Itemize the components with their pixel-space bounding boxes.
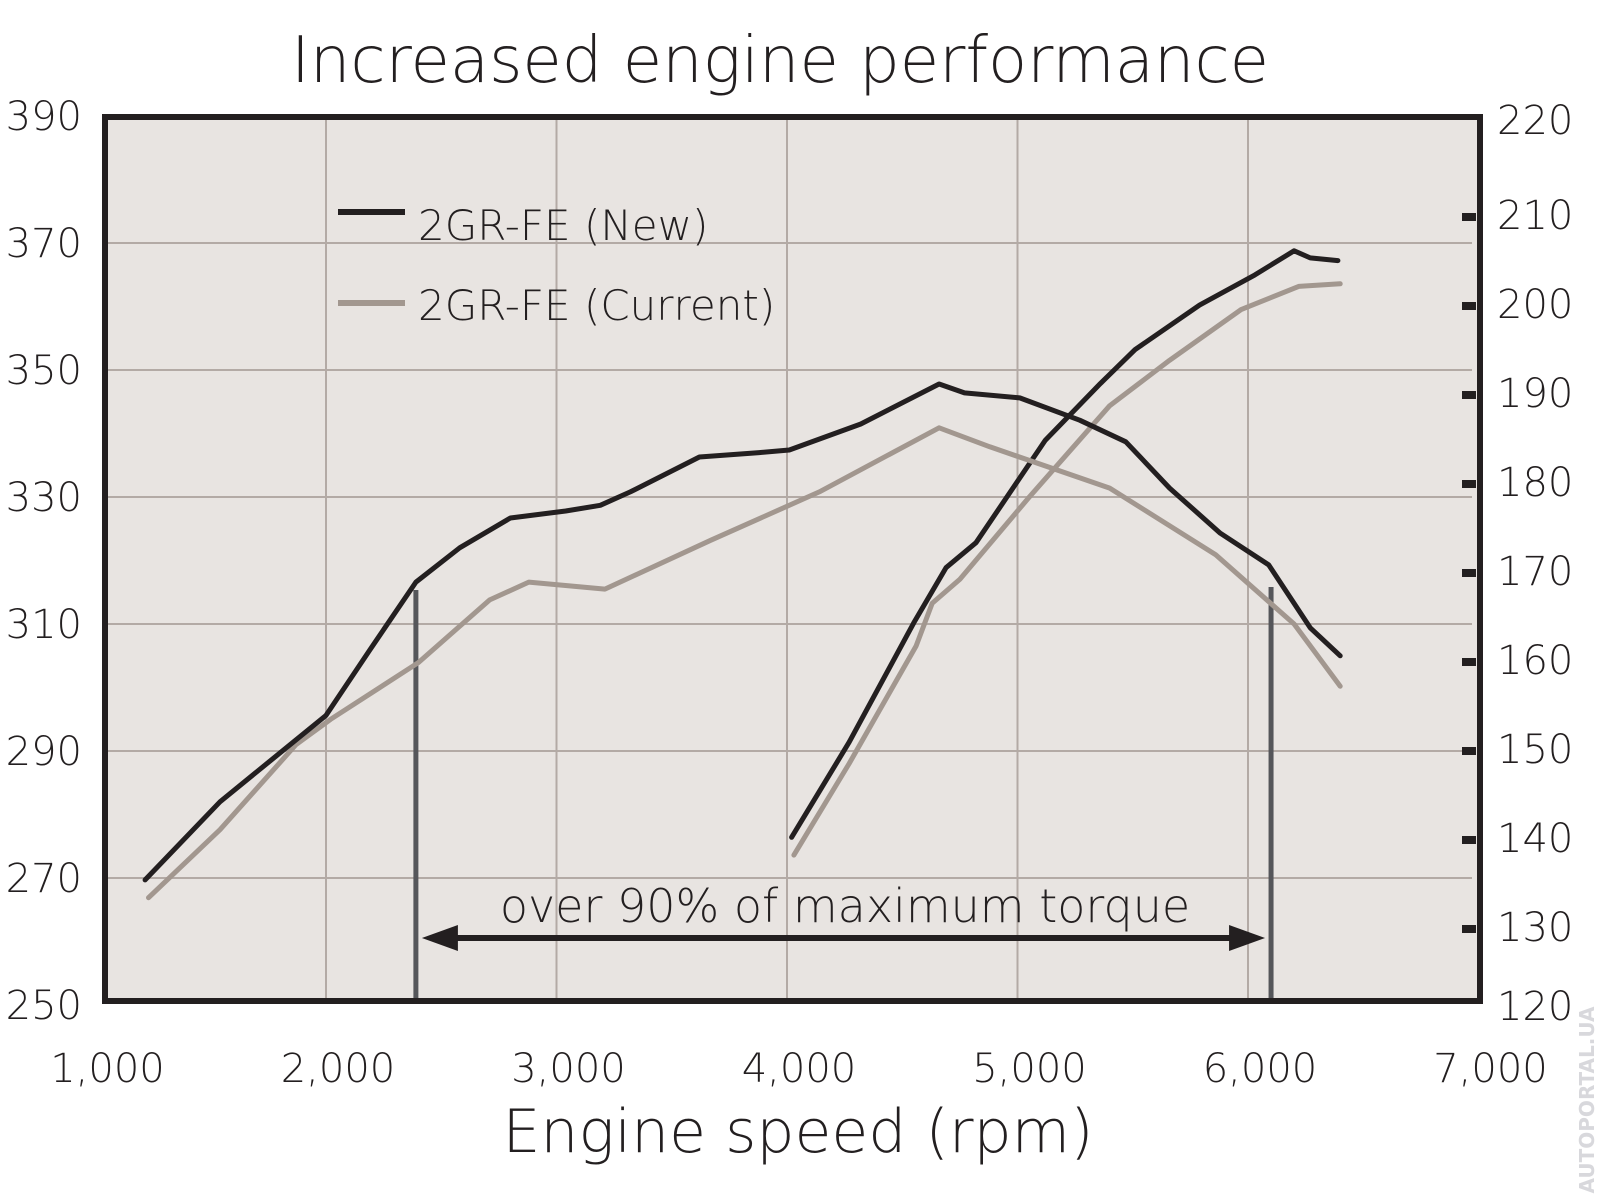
right-y-tick-label: 130	[1497, 905, 1573, 951]
x-tick-label: 3,000	[511, 1046, 626, 1092]
series-power-current	[791, 281, 1343, 858]
x-axis-label: Engine speed (rpm)	[503, 1097, 1094, 1167]
legend: 2GR-FE (New) 2GR-FE (Current)	[338, 201, 775, 330]
plot-background	[105, 117, 1480, 1001]
right-y-tick-label: 190	[1497, 371, 1573, 417]
y-tick-label: 250	[6, 983, 82, 1029]
grid	[105, 117, 1472, 1001]
legend-label-current: 2GR-FE (Current)	[418, 281, 775, 330]
range-arrow-head-right	[1229, 925, 1266, 951]
x-tick-label: 1,000	[50, 1046, 165, 1092]
right-y-tick-label: 170	[1497, 549, 1573, 595]
right-y-tick-label: 150	[1497, 727, 1573, 773]
right-tick-mark	[1462, 747, 1476, 755]
right-axis-ticks	[1462, 213, 1476, 933]
range-arrow-head-left	[421, 925, 458, 951]
y-tick-label: 310	[6, 602, 82, 648]
right-y-tick-label: 210	[1497, 193, 1573, 239]
right-tick-mark	[1462, 658, 1476, 666]
y-tick-label: 350	[6, 348, 82, 394]
watermark: AUTOPORTAL.UA	[1575, 1006, 1599, 1193]
x-tick-label: 7,000	[1433, 1046, 1548, 1092]
right-tick-mark	[1462, 925, 1476, 933]
series-power-new	[789, 248, 1341, 840]
x-tick-label: 2,000	[281, 1046, 396, 1092]
right-y-tick-label: 180	[1497, 460, 1573, 506]
right-tick-mark	[1462, 302, 1476, 310]
y-tick-label: 270	[6, 856, 82, 902]
right-y-tick-label: 140	[1497, 816, 1573, 862]
right-y-tick-label: 120	[1497, 984, 1573, 1030]
series-lines	[142, 248, 1343, 901]
right-tick-mark	[1462, 213, 1476, 221]
right-tick-mark	[1462, 391, 1476, 399]
right-y-tick-label: 220	[1497, 98, 1573, 144]
y-tick-label: 330	[6, 475, 82, 521]
axis-labels: 1,000 2,000 3,000 4,000 5,000 6,000 7,000 250 27…	[6, 94, 1574, 1092]
x-tick-label: 4,000	[742, 1046, 857, 1092]
plot-frame	[102, 114, 1483, 1004]
series-torque-new	[142, 381, 1343, 883]
right-tick-mark	[1462, 480, 1476, 488]
right-y-tick-label: 200	[1497, 282, 1573, 328]
annotation-text: over 90% of maximum torque	[500, 879, 1190, 933]
y-tick-label: 290	[6, 729, 82, 775]
x-tick-label: 6,000	[1203, 1046, 1318, 1092]
y-tick-label: 390	[6, 94, 82, 140]
series-torque-current	[146, 425, 1343, 901]
right-tick-mark	[1462, 836, 1476, 844]
chart-title: Increased engine performance	[291, 24, 1269, 98]
y-tick-label: 370	[6, 221, 82, 267]
legend-label-new: 2GR-FE (New)	[418, 201, 708, 250]
right-tick-mark	[1462, 569, 1476, 577]
x-tick-label: 5,000	[972, 1046, 1087, 1092]
right-y-tick-label: 160	[1497, 638, 1573, 684]
annotation-markers	[413, 587, 1274, 1001]
